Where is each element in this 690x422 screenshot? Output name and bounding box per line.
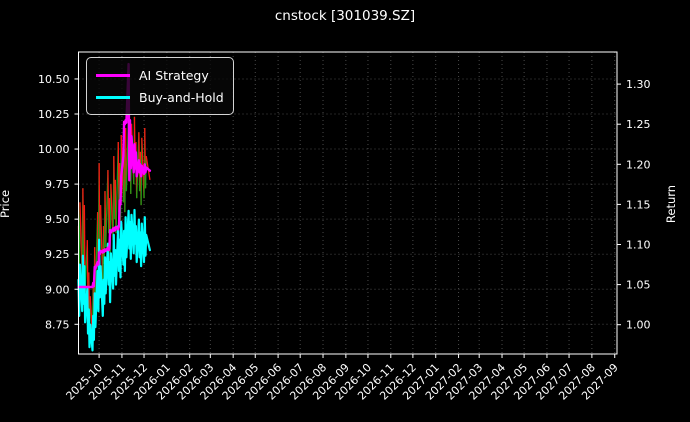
left-tick-label: 9.75 xyxy=(45,178,70,191)
right-tick-label: 1.30 xyxy=(626,78,651,91)
chart-title: cnstock [301039.SZ] xyxy=(274,8,416,24)
buy-and-hold-line-swatch xyxy=(96,95,130,99)
legend-label-buy-and-hold: Buy-and-Hold xyxy=(139,89,224,105)
ai-strategy-line xyxy=(77,62,152,289)
right-tick-label: 1.25 xyxy=(626,118,651,131)
legend: AI Strategy Buy-and-Hold xyxy=(86,57,234,115)
right-tick-label: 1.10 xyxy=(626,239,651,252)
left-tick-label: 9.25 xyxy=(45,248,70,261)
left-tick-label: 9.00 xyxy=(45,283,70,296)
ai-strategy-line-swatch xyxy=(96,73,130,77)
legend-entry-ai-strategy: AI Strategy xyxy=(96,64,223,86)
grid xyxy=(78,52,617,354)
right-tick-label: 1.20 xyxy=(626,158,651,171)
left-tick-label: 9.50 xyxy=(45,213,70,226)
right-axis-title: Return xyxy=(664,184,679,224)
legend-entry-buy-and-hold: Buy-and-Hold xyxy=(96,86,224,108)
right-tick-label: 1.05 xyxy=(626,279,651,292)
right-tick-label: 1.00 xyxy=(626,319,651,332)
left-axis-title: Price xyxy=(0,189,13,219)
left-tick-label: 8.75 xyxy=(45,318,70,331)
buy-and-hold-line xyxy=(77,208,151,352)
plot-border xyxy=(78,51,618,355)
left-tick-label: 10.50 xyxy=(38,73,70,86)
legend-label-ai-strategy: AI Strategy xyxy=(139,67,209,83)
left-tick-label: 10.00 xyxy=(38,143,70,156)
right-tick-label: 1.15 xyxy=(626,198,651,211)
left-tick-label: 10.25 xyxy=(38,108,70,121)
